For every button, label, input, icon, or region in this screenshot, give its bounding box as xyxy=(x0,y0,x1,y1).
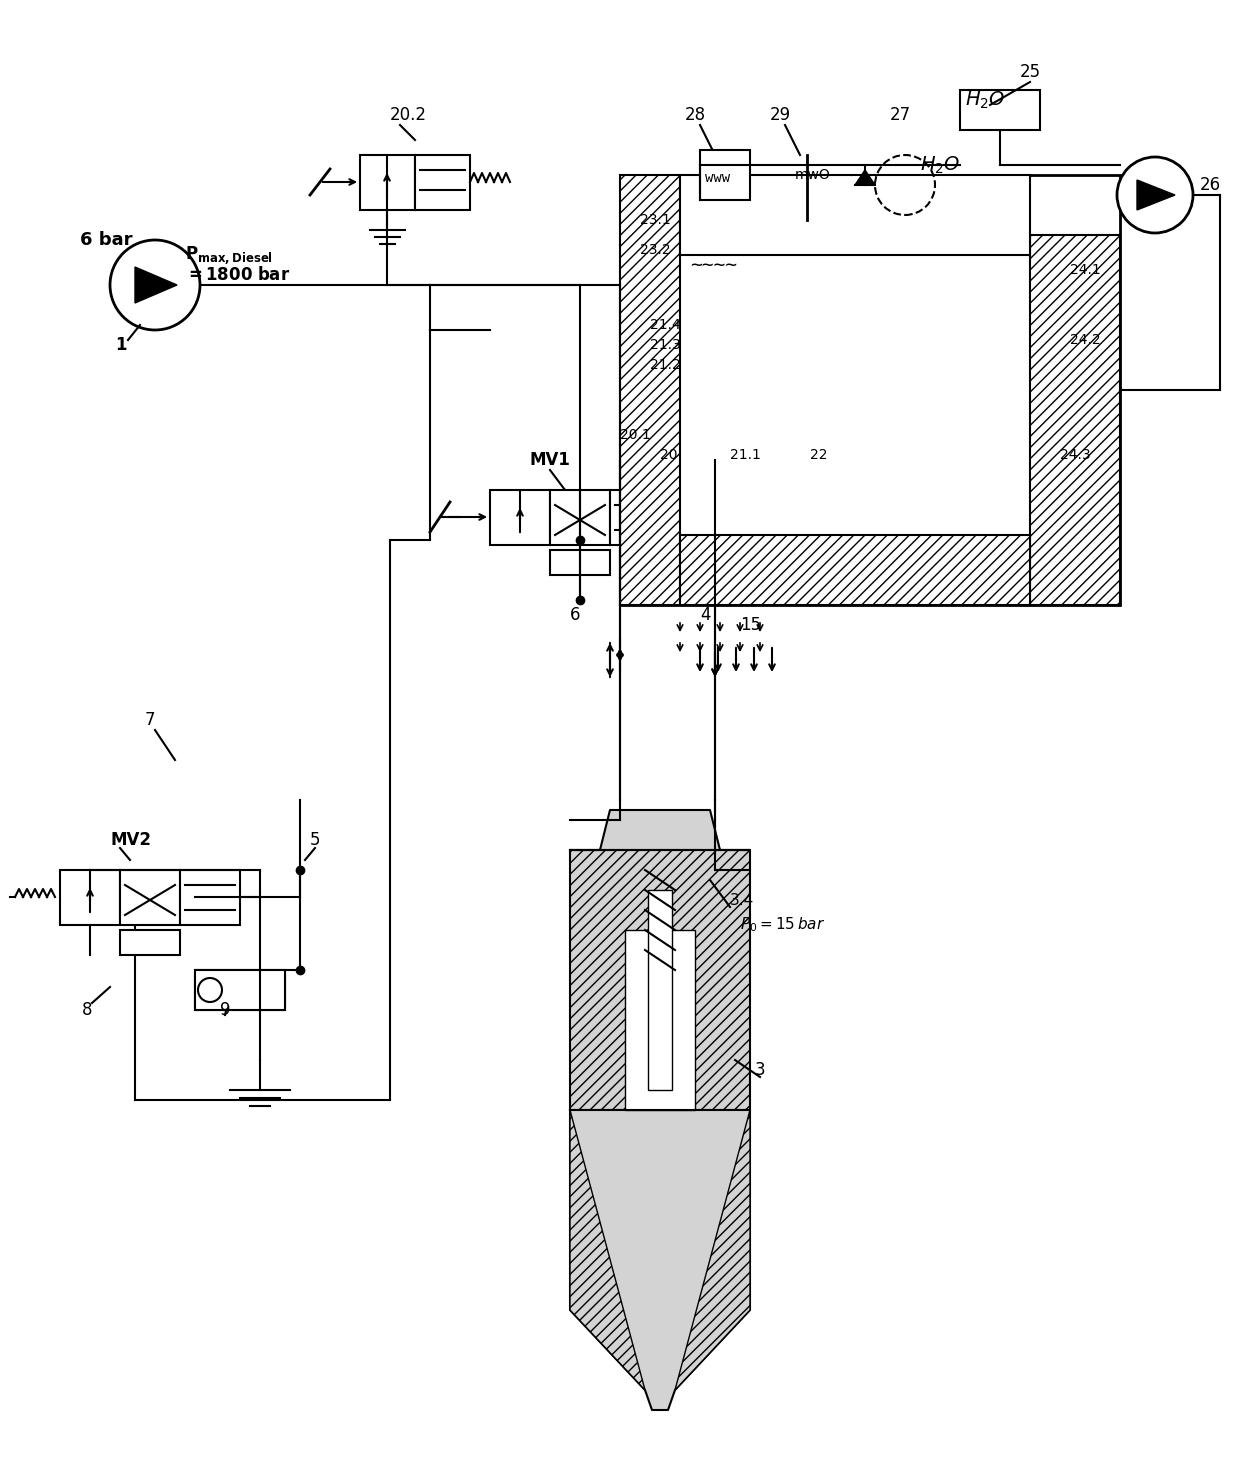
Bar xyxy=(960,89,1040,130)
Circle shape xyxy=(110,240,200,330)
Text: 20.2: 20.2 xyxy=(391,105,427,125)
Text: 21.4: 21.4 xyxy=(650,318,681,333)
Text: 21.2: 21.2 xyxy=(650,357,681,372)
Text: 5: 5 xyxy=(310,831,320,850)
Bar xyxy=(360,155,415,209)
Text: 22: 22 xyxy=(810,448,827,461)
Bar xyxy=(551,549,610,574)
Text: 8: 8 xyxy=(82,1001,93,1020)
Text: $\mathbf{= 1800\ bar}$: $\mathbf{= 1800\ bar}$ xyxy=(185,267,290,284)
Bar xyxy=(625,930,694,1110)
Text: 7: 7 xyxy=(145,711,155,730)
Text: 21.1: 21.1 xyxy=(730,448,761,461)
Text: 4: 4 xyxy=(701,607,711,624)
Bar xyxy=(1030,234,1120,605)
Polygon shape xyxy=(1137,180,1176,209)
Polygon shape xyxy=(675,1110,750,1390)
Circle shape xyxy=(198,979,222,1002)
Text: MV1: MV1 xyxy=(529,451,570,469)
Text: 6 bar: 6 bar xyxy=(81,231,133,249)
Text: 20.1: 20.1 xyxy=(620,428,651,442)
Text: www: www xyxy=(706,171,730,185)
Text: 29: 29 xyxy=(770,105,791,125)
Bar xyxy=(701,149,750,201)
Bar xyxy=(415,155,470,209)
Text: 25: 25 xyxy=(1021,63,1042,81)
Text: 26: 26 xyxy=(1200,176,1221,193)
Text: $H_2O$: $H_2O$ xyxy=(965,89,1006,111)
Polygon shape xyxy=(856,170,875,185)
Bar xyxy=(195,970,285,1009)
Text: 9: 9 xyxy=(219,1001,231,1020)
Bar xyxy=(570,850,750,1110)
Text: 23.2: 23.2 xyxy=(640,243,671,256)
Text: $H_2O$: $H_2O$ xyxy=(920,154,961,176)
Text: 1: 1 xyxy=(115,335,126,355)
Bar xyxy=(60,870,120,924)
Bar xyxy=(120,870,180,924)
Bar xyxy=(680,535,1030,605)
Text: ~~~~: ~~~~ xyxy=(689,255,737,274)
Bar xyxy=(610,489,670,545)
Text: 27: 27 xyxy=(890,105,911,125)
Text: 21.3: 21.3 xyxy=(650,338,681,352)
Text: 3.4: 3.4 xyxy=(730,892,754,907)
Polygon shape xyxy=(135,267,177,303)
Text: 6: 6 xyxy=(570,607,580,624)
Bar xyxy=(180,870,241,924)
Bar xyxy=(490,489,551,545)
Polygon shape xyxy=(570,810,750,850)
Text: 24.3: 24.3 xyxy=(1060,448,1091,461)
Text: 23.1: 23.1 xyxy=(640,212,671,227)
Bar xyxy=(195,970,285,1009)
Bar xyxy=(680,174,1030,255)
Bar xyxy=(551,489,610,545)
Text: 28: 28 xyxy=(684,105,706,125)
Text: 15: 15 xyxy=(740,615,761,634)
Polygon shape xyxy=(570,1110,645,1390)
Text: 3: 3 xyxy=(755,1061,765,1080)
Text: 24.2: 24.2 xyxy=(1070,333,1101,347)
Polygon shape xyxy=(570,1110,750,1409)
Text: 20: 20 xyxy=(660,448,677,461)
Text: MV2: MV2 xyxy=(110,831,151,850)
Circle shape xyxy=(1117,157,1193,233)
Text: mwO: mwO xyxy=(795,168,831,182)
Text: $\mathbf{P_{max,Diesel}}$: $\mathbf{P_{max,Diesel}}$ xyxy=(185,245,273,267)
Bar xyxy=(120,930,180,955)
Text: 24.1: 24.1 xyxy=(1070,264,1101,277)
Bar xyxy=(649,891,672,1090)
Text: $P_0=15\,bar$: $P_0=15\,bar$ xyxy=(740,916,825,935)
Bar xyxy=(620,174,1120,605)
Bar xyxy=(620,174,680,605)
